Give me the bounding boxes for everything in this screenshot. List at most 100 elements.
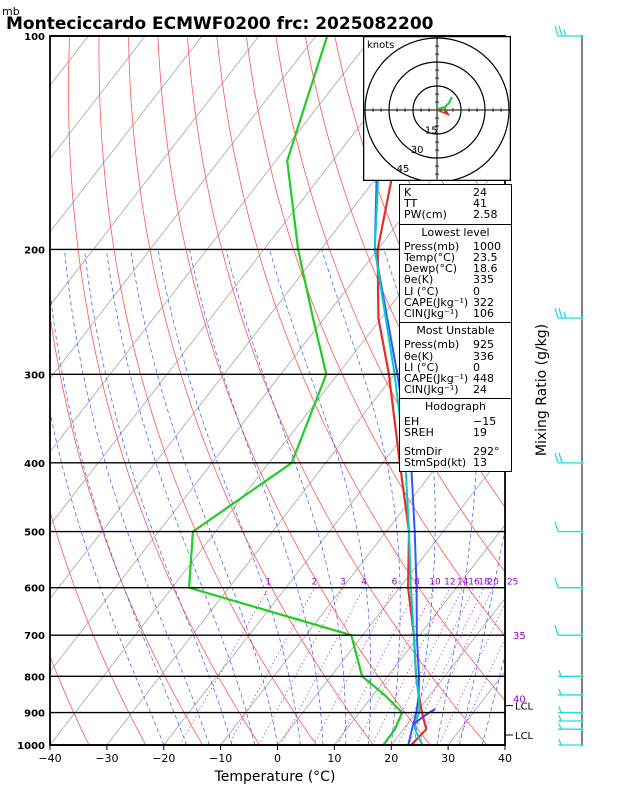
wet-adiabat xyxy=(436,249,478,745)
wind-barb xyxy=(554,25,584,38)
index-label: CAPE(Jkg⁻¹) xyxy=(404,372,469,386)
dry-adiabat xyxy=(511,36,618,745)
hodograph-ring-label: 30 xyxy=(411,145,424,156)
y-tick-label: 1000 xyxy=(17,741,45,752)
wind-barb-dot xyxy=(580,34,584,38)
mixing-ratio-label: 10 xyxy=(429,578,441,588)
wet-adiabat xyxy=(50,410,165,745)
indices-top-section: K 24 TT 41 PW(cm) 2.58 xyxy=(400,185,511,224)
index-label: Dewp(°C) xyxy=(404,262,457,276)
index-row: StmSpd(kt) 13 xyxy=(404,457,507,468)
dry-adiabat xyxy=(68,36,260,745)
index-row: Dewp(°C) 18.6 xyxy=(404,263,507,274)
isotherm-line xyxy=(50,36,430,526)
wind-barb-flag xyxy=(554,577,559,588)
hodograph-ring-label: 15 xyxy=(425,125,438,136)
index-label: θe(K) xyxy=(404,273,434,287)
wind-barb-flag xyxy=(554,452,559,464)
index-value: 24 xyxy=(473,383,487,397)
dry-adiabat xyxy=(128,36,374,745)
wind-barb-half-flag xyxy=(558,723,562,730)
index-value: 925 xyxy=(473,338,494,352)
index-label: CIN(Jkg⁻¹) xyxy=(404,307,459,321)
index-value: 24 xyxy=(473,186,487,199)
index-value: 322 xyxy=(473,295,494,309)
index-label: Press(mb) xyxy=(404,338,460,352)
theta-e-label: 35 xyxy=(513,631,526,642)
index-row: EH −15 xyxy=(404,414,507,428)
wind-barb-flag xyxy=(554,521,559,532)
hodograph-stats-section: Hodograph EH −15 SREH 19 StmDir 292° StmSpd(k… xyxy=(400,398,511,471)
index-value: 292° xyxy=(473,445,500,459)
wet-adiabat xyxy=(157,249,301,745)
index-value: 41 xyxy=(473,197,487,211)
wind-barb xyxy=(558,714,584,723)
dry-adiabat xyxy=(50,509,147,745)
dry-adiabat xyxy=(216,36,505,702)
x-tick-label: 40 xyxy=(498,752,512,765)
index-row: LI (°C) 0 xyxy=(404,362,507,373)
index-row: SREH 19 xyxy=(404,427,507,438)
mixing-ratio-label: 20 xyxy=(487,578,499,588)
wind-barb-half-flag xyxy=(563,29,567,37)
y-tick-label: 800 xyxy=(24,672,45,683)
dry-adiabat xyxy=(50,312,204,745)
index-row: K 24 xyxy=(404,187,507,198)
wind-barb-half-flag xyxy=(563,311,567,319)
plot-layers xyxy=(50,36,618,745)
wind-barb-half-flag xyxy=(558,738,562,746)
mixing-ratio-line xyxy=(258,587,344,745)
mixing-ratio-axis-title: Mixing Ratio (g/kg) xyxy=(534,324,550,456)
wind-barb xyxy=(554,577,584,590)
index-value: 19 xyxy=(473,425,487,439)
dry-adiabat xyxy=(98,36,317,745)
lowest-level-title: Lowest level xyxy=(421,225,490,239)
mixing-ratio-line xyxy=(408,587,485,745)
index-value: 336 xyxy=(473,349,494,363)
y-tick-label: 500 xyxy=(24,528,45,539)
wind-barb-half-flag xyxy=(558,688,562,696)
index-row: CIN(Jkg⁻¹) 106 xyxy=(404,308,507,319)
index-row: Press(mb) 1000 xyxy=(404,241,507,252)
index-value: 106 xyxy=(473,307,494,321)
wind-barb-flag xyxy=(558,307,563,319)
wind-barb-dot xyxy=(580,674,584,678)
wet-adiabat xyxy=(84,249,233,745)
wind-barb xyxy=(558,738,584,747)
hodograph-ring-label: 45 xyxy=(397,164,410,175)
mixing-ratio-line xyxy=(336,587,418,745)
wind-barb xyxy=(554,521,584,534)
isotherm-line xyxy=(277,451,505,745)
wind-barb-flag xyxy=(558,452,563,464)
isotherm-line xyxy=(50,158,505,745)
hodograph-stats-title: Hodograph xyxy=(425,400,486,414)
wet-adiabat xyxy=(481,653,505,745)
lcl-label: LCL xyxy=(515,702,534,713)
index-row: Temp(°C) 23.5 xyxy=(404,252,507,263)
dry-adiabat xyxy=(157,36,431,745)
y-tick-label: 100 xyxy=(24,32,45,43)
mixing-ratio-label: 4 xyxy=(361,578,367,588)
wind-barb-half-flag xyxy=(558,670,562,677)
wet-adiabat xyxy=(64,249,210,745)
hodograph-unit-label: knots xyxy=(367,40,394,51)
index-value: 2.58 xyxy=(473,208,498,222)
wet-adiabat xyxy=(50,288,187,745)
most-unstable-title: Most Unstable xyxy=(416,324,495,338)
wind-barb-dot xyxy=(580,530,584,534)
index-label: LI (°C) xyxy=(404,284,439,298)
indices-table: K 24 TT 41 PW(cm) 2.58 Lowest level Press(mb)… xyxy=(399,184,512,473)
x-tick-label: 20 xyxy=(384,752,398,765)
index-value: 335 xyxy=(473,273,494,287)
isotherm-line xyxy=(50,36,146,160)
mixing-ratio-label: 6 xyxy=(392,578,398,588)
index-value: 0 xyxy=(473,284,480,298)
index-row: CAPE(Jkg⁻¹) 448 xyxy=(404,373,507,384)
mixing-ratio-line xyxy=(280,587,365,745)
wind-barb xyxy=(554,307,584,320)
index-label: EH xyxy=(404,414,420,428)
wind-barb xyxy=(554,452,584,465)
mixing-ratio-label: 25 xyxy=(507,578,518,588)
